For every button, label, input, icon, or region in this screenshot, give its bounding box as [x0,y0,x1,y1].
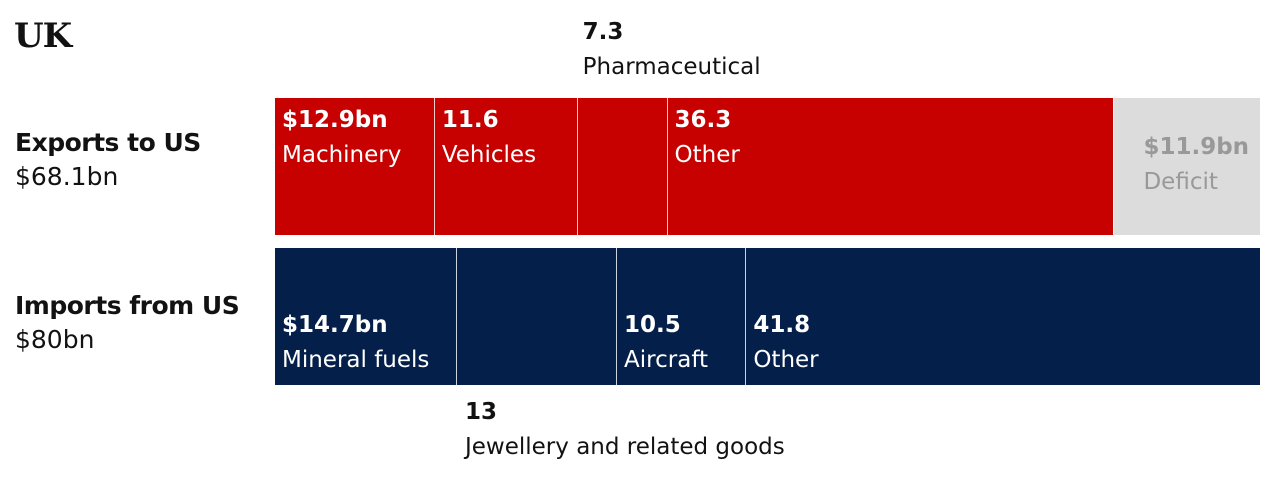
exports-row-name: Exports to US [15,128,201,157]
segment-value: 7.3 [582,19,624,45]
exports-total: $68.1bn [15,162,119,191]
imports-segment [455,248,617,385]
segment-category: Pharmaceutical [582,54,761,80]
segment-label: $12.9bn Machinery [282,103,401,173]
segment-value: $12.9bn [282,107,388,133]
segment-category: Deficit [1143,169,1218,195]
imports-segment: 10.5 Aircraft [616,248,746,385]
segment-value: 41.8 [753,312,811,338]
exports-bar: $12.9bn Machinery 11.6 Vehicles 7.3 Pharmaceu… [275,19,1260,235]
segment-label: $11.9bn Deficit [1143,130,1249,200]
segment-label: 36.3 Other [675,103,740,173]
imports-row-name: Imports from US [15,291,240,320]
segment-label: $14.7bn Mineral fuels [282,308,429,378]
segment-category: Mineral fuels [282,347,430,373]
deficit-segment: $11.9bn Deficit [1113,98,1260,235]
segment-label: 11.6 Vehicles [442,103,536,173]
segment-label: 10.5 Aircraft [624,308,708,378]
segment-category: Other [674,142,740,168]
segment-category: Other [753,347,819,373]
segment-category: Jewellery and related goods [464,434,785,460]
exports-segment: 36.3 Other [666,98,1114,235]
segment-category: Vehicles [441,142,537,168]
segment-value: 10.5 [624,312,681,338]
imports-segment: $14.7bn Mineral fuels [275,248,456,385]
imports-total: $80bn [15,325,95,354]
exports-segment: 11.6 Vehicles [433,98,577,235]
segment-value: 11.6 [441,107,499,133]
segment-category: Machinery [282,142,402,168]
exports-segment: $12.9bn Machinery [275,98,434,235]
segment-value: $11.9bn [1143,134,1250,160]
segment-label: 7.3 Pharmaceutical [583,15,761,85]
exports-row-label: Exports to US $68.1bn [15,126,201,194]
segment-value: $14.7bn [282,312,388,338]
segment-value: 13 [464,399,497,425]
segment-value: 36.3 [674,107,732,133]
imports-bar: $14.7bn Mineral fuels 13 Jewellery and rela… [275,248,1260,460]
segment-label: 13 Jewellery and related goods [465,395,785,465]
imports-row-label: Imports from US $80bn [15,289,240,357]
segment-category: Aircraft [624,347,709,373]
exports-segment [576,98,667,235]
segment-label: 41.8 Other [753,308,818,378]
imports-segment: 41.8 Other [745,248,1260,385]
chart-title: UK [14,16,72,56]
